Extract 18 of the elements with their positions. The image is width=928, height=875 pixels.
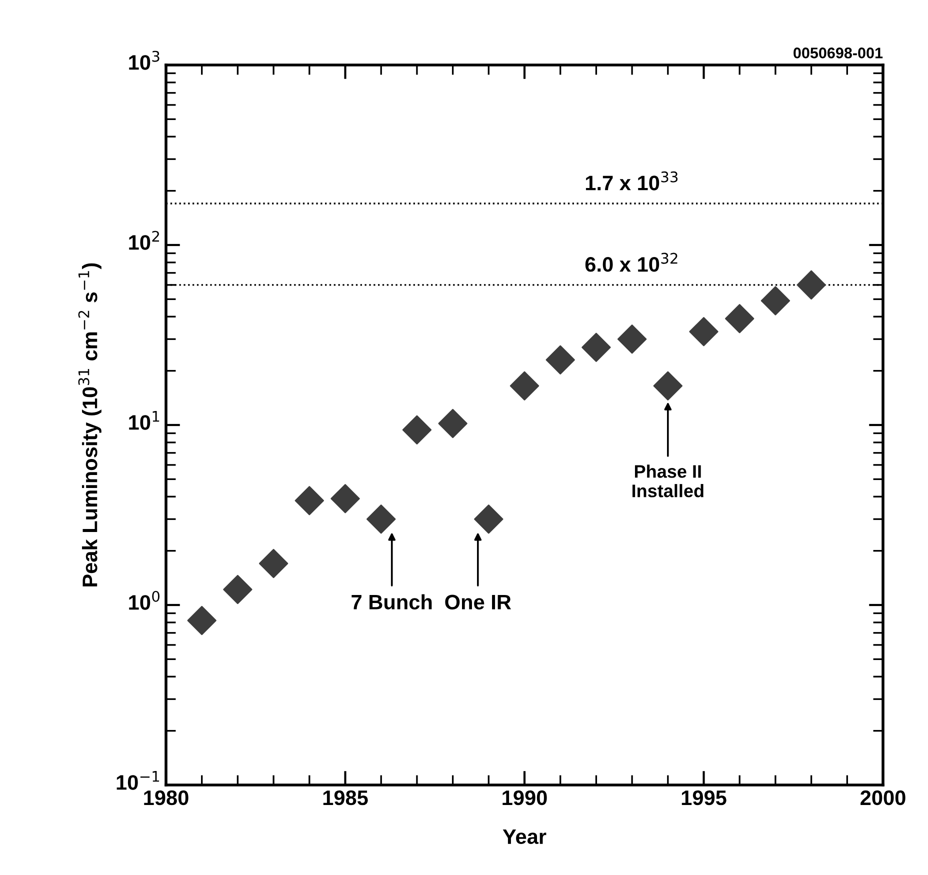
- ref-line-label: 1.7 x 10$^{33}$: [586, 171, 678, 190]
- y-tick-label: 10$^{2}$: [129, 230, 159, 250]
- y-tick-label: 10$^{0}$: [129, 590, 160, 610]
- x-tick-label: 1995: [682, 790, 726, 806]
- y-tick-label: 10$^{−1}$: [116, 771, 160, 790]
- x-tick-label: 1985: [323, 790, 368, 806]
- ref-line-label: 6.0 x 10$^{32}$: [585, 252, 678, 272]
- y-tick-label: 10$^{1}$: [129, 411, 160, 430]
- text: 0050698-001: [794, 48, 883, 58]
- annotation: One IR: [445, 594, 512, 610]
- x-tick-label: 1980: [144, 790, 188, 806]
- y-tick-label: 10$^{3}$: [129, 50, 160, 70]
- x-tick-label: 1990: [502, 790, 547, 806]
- x-axis-title: Year: [502, 829, 546, 844]
- y-axis-title: Peak Luminosity (10$^{31}$ cm$^{−2}$ s$^{−1}$): [78, 263, 102, 586]
- annotation: Phase II Installed: [632, 464, 704, 498]
- x-tick-label: 2000: [860, 790, 906, 806]
- annotation: 7 Bunch: [352, 594, 432, 610]
